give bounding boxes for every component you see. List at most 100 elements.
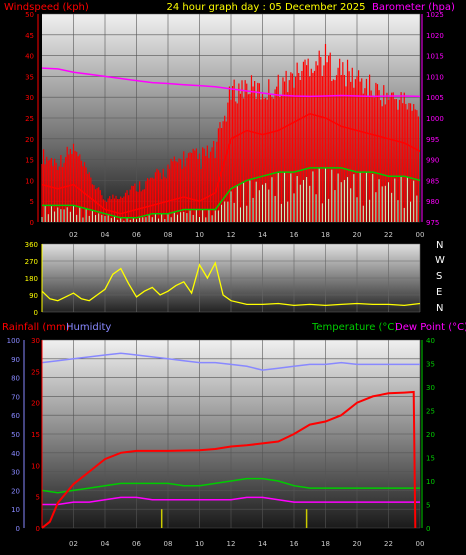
panel3-humidity-tick-label: 30	[11, 469, 20, 477]
panel3-temp-tick-label: 20	[426, 431, 435, 439]
panel3-x-tick-label: 22	[384, 540, 393, 548]
panel1-left-tick-label: 10	[25, 177, 34, 185]
humidity-label: Humidity	[66, 322, 111, 333]
panel3-rain-tick-label: 30	[31, 337, 40, 345]
rainfall-line	[41, 390, 417, 529]
chart-title: 24 hour graph day : 05 December 2025	[167, 2, 366, 13]
average-wind-line	[42, 167, 421, 219]
panel2-grid	[42, 243, 421, 313]
panel3-x-tick-label: 04	[101, 540, 110, 548]
panel1-x-tick-label: 04	[101, 231, 110, 239]
panel3-rain-tick-label: 20	[31, 400, 40, 408]
panel1-left-tick-label: 40	[25, 53, 34, 61]
panel1-left-tick-label: 30	[25, 94, 34, 102]
panel2-tick-label: 360	[25, 241, 38, 249]
panel1-right-tick-label: 1010	[426, 73, 444, 81]
panel1-right-tick-label: 975	[426, 219, 439, 227]
panel3-x-tick-label: 12	[227, 540, 236, 548]
panel1-left-tick-label: 5	[30, 198, 34, 206]
panel3-humidity-tick-label: 80	[11, 375, 20, 383]
panel3-x-tick-label: 10	[195, 540, 204, 548]
panel1-right-tick-label: 995	[426, 136, 439, 144]
panel1-right-tick-label: 990	[426, 157, 439, 165]
panel3-rain-tick-label: 15	[31, 431, 40, 439]
panel3-temp-tick-label: 30	[426, 384, 435, 392]
panel1-x-tick-label: 02	[69, 231, 78, 239]
panel2-tick-label: 90	[29, 292, 38, 300]
panel1-right-tick-label: 1020	[426, 32, 444, 40]
compass-s: S	[436, 271, 442, 282]
panel3-humidity-tick-label: 0	[16, 525, 20, 533]
panel3-temp-tick-label: 25	[426, 408, 435, 416]
barometer-line	[41, 67, 421, 98]
rainfall-label: Rainfall (mm)	[2, 322, 70, 333]
compass-w: W	[435, 255, 445, 266]
windspeed-label: Windspeed (kph)	[4, 2, 89, 13]
panel3-rain-tick-label: 5	[36, 494, 40, 502]
panel1-x-tick-label: 22	[384, 231, 393, 239]
panel3-temp-tick-label: 35	[426, 361, 435, 369]
panel2-series	[41, 261, 421, 307]
panel1-left-tick-label: 35	[25, 73, 34, 81]
panel3-grid	[42, 339, 421, 529]
panel1-left-tick-label: 20	[25, 136, 34, 144]
windspeed-line	[41, 112, 421, 215]
panel3-x-tick-label: 02	[69, 540, 78, 548]
panel3-temp-tick-label: 10	[426, 478, 435, 486]
panel3-humidity-tick-label: 90	[11, 356, 20, 364]
dewpoint-label: Dew Point (°C)	[395, 322, 466, 333]
panel3-humidity-tick-label: 40	[11, 450, 20, 458]
panel1-left-tick-label: 25	[25, 115, 34, 123]
panel1-left-tick-label: 0	[30, 219, 34, 227]
panel1-x-tick-label: 10	[195, 231, 204, 239]
direction-line	[41, 261, 421, 307]
direction-spread-bars	[41, 167, 418, 222]
panel2-tick-label: 270	[25, 258, 38, 266]
panel1-x-tick-label: 08	[164, 231, 173, 239]
panel3-x-tick-label: 00	[416, 540, 425, 548]
humidity-line	[41, 352, 420, 371]
panel3-rain-tick-label: 10	[31, 462, 40, 470]
panel1-right-tick-label: 985	[426, 177, 439, 185]
panel1-right-tick-label: 980	[426, 198, 439, 206]
dewpoint-line	[42, 496, 420, 506]
panel3-x-tick-label: 20	[353, 540, 362, 548]
panel1-right-tick-label: 1015	[426, 53, 444, 61]
panel1-left-tick-label: 45	[25, 32, 34, 40]
panel3-humidity-tick-label: 60	[11, 412, 20, 420]
compass-n-bottom: N	[436, 303, 443, 314]
compass-n-top: N	[436, 240, 443, 251]
panel3-humidity-tick-label: 20	[11, 487, 20, 495]
panel1-x-tick-label: 00	[416, 231, 425, 239]
barometer-label: Barometer (hpa)	[372, 2, 455, 13]
panel2-axes: 0 90 180 270 360	[25, 241, 43, 317]
panel1-x-tick-label: 16	[290, 231, 299, 239]
panel1-right-tick-label: 1025	[426, 11, 444, 19]
panel1-right-tick-label: 1000	[426, 115, 444, 123]
panel1-x-tick-label: 12	[227, 231, 236, 239]
panel3-series	[41, 352, 420, 529]
panel1-x-tick-label: 20	[353, 231, 362, 239]
panel3-axes: 0102030405060708090100051015202530051015…	[7, 337, 435, 548]
panel1-x-tick-label: 18	[321, 231, 330, 239]
temperature-line	[41, 477, 420, 494]
panel3-x-tick-label: 18	[321, 540, 330, 548]
panel1-axes: 0510152025303540455097598098599099510001…	[25, 11, 444, 239]
panel3-x-tick-label: 16	[290, 540, 299, 548]
compass-e: E	[436, 287, 442, 298]
panel3-humidity-tick-label: 100	[7, 337, 20, 345]
panel3-rain-tick-label: 25	[31, 368, 40, 376]
panel3-temp-tick-label: 0	[426, 525, 430, 533]
panel1-right-tick-label: 1005	[426, 94, 444, 102]
panel1-series	[41, 44, 421, 222]
panel3-temp-tick-label: 5	[426, 502, 430, 510]
panel3-rain-tick-label: 0	[36, 525, 40, 533]
panel1-x-tick-label: 14	[258, 231, 267, 239]
temperature-label: Temperature (°C)	[311, 322, 398, 333]
panel2-tick-label: 0	[34, 309, 38, 317]
panel3-humidity-tick-label: 10	[11, 506, 20, 514]
panel1-x-tick-label: 06	[132, 231, 141, 239]
panel1-left-tick-label: 50	[25, 11, 34, 19]
